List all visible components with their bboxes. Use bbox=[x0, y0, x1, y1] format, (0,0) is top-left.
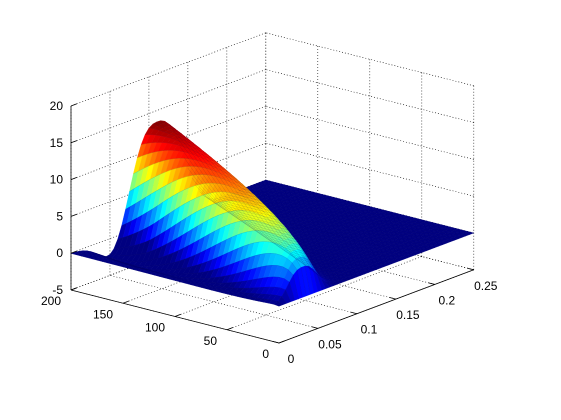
mesh-line bbox=[222, 195, 432, 250]
x-tick-label: 0.25 bbox=[474, 279, 498, 293]
mesh-line bbox=[183, 157, 393, 264]
y-tick-label: 150 bbox=[93, 307, 113, 321]
mesh-line bbox=[133, 158, 342, 284]
x-tick-label: 0 bbox=[288, 352, 295, 366]
z-tick-label: -5 bbox=[52, 283, 63, 297]
z-tick bbox=[70, 177, 77, 180]
mesh-line bbox=[187, 167, 396, 263]
surface-patch bbox=[273, 301, 284, 307]
mesh-line bbox=[137, 150, 346, 282]
mesh-line bbox=[234, 191, 443, 245]
x-tick bbox=[389, 297, 396, 300]
mesh-line bbox=[261, 181, 470, 235]
mesh-line bbox=[257, 182, 467, 237]
y-tick-label: 200 bbox=[41, 294, 61, 308]
mesh-line bbox=[145, 134, 354, 279]
z-tick-label: 20 bbox=[50, 99, 64, 113]
z-tick bbox=[70, 140, 77, 144]
mesh-line bbox=[226, 194, 435, 248]
mesh-line bbox=[265, 179, 474, 234]
x-tick bbox=[467, 267, 474, 271]
mesh-line bbox=[175, 136, 385, 267]
y-tick-label: 0 bbox=[262, 347, 269, 361]
y-tick-label: 100 bbox=[145, 321, 165, 335]
z-tick-label: 10 bbox=[50, 173, 64, 187]
mesh-line bbox=[121, 182, 330, 288]
z-tick bbox=[70, 103, 77, 107]
mesh-line bbox=[125, 174, 334, 286]
mesh-line bbox=[129, 166, 338, 285]
mesh-line bbox=[191, 177, 400, 262]
z-tick bbox=[70, 213, 77, 217]
mesh-line bbox=[195, 185, 404, 260]
x-tick bbox=[272, 341, 280, 344]
mesh-line bbox=[179, 146, 389, 266]
z-tick-label: 15 bbox=[50, 136, 64, 150]
x-tick bbox=[428, 282, 435, 285]
z-tick bbox=[70, 287, 77, 291]
mesh-line bbox=[164, 120, 373, 272]
mesh-line bbox=[199, 191, 408, 259]
mesh-line bbox=[102, 230, 311, 295]
mesh-line bbox=[86, 250, 295, 301]
mesh-line bbox=[156, 121, 365, 275]
y-tick bbox=[174, 313, 181, 317]
mesh-line bbox=[254, 184, 463, 238]
mesh-line bbox=[218, 196, 428, 251]
mesh-line bbox=[113, 200, 323, 291]
mesh-line bbox=[215, 197, 424, 253]
mesh-line bbox=[203, 195, 412, 257]
mesh-line bbox=[74, 251, 284, 305]
mesh-line bbox=[230, 192, 439, 247]
mesh-line bbox=[70, 253, 280, 307]
mesh-line bbox=[238, 190, 447, 244]
x-tick bbox=[311, 326, 319, 329]
mesh-line bbox=[211, 197, 420, 254]
mesh-line bbox=[250, 185, 459, 240]
mesh-line bbox=[117, 191, 326, 289]
z-tick-label: 5 bbox=[56, 209, 63, 223]
x-tick-label: 0.1 bbox=[361, 323, 378, 337]
x-tick-label: 0.2 bbox=[438, 293, 455, 307]
mesh-line bbox=[78, 250, 287, 304]
mesh-line bbox=[106, 219, 315, 294]
y-tick bbox=[278, 340, 285, 344]
mesh-line bbox=[207, 197, 416, 256]
y-tick-label: 50 bbox=[204, 334, 218, 348]
grid-line bbox=[265, 106, 474, 160]
z-tick bbox=[70, 250, 77, 254]
mesh-line bbox=[141, 142, 350, 281]
x-tick-label: 0.05 bbox=[318, 337, 342, 351]
mesh-line bbox=[98, 241, 307, 296]
x-tick-label: 0.15 bbox=[396, 308, 420, 322]
mesh-line bbox=[168, 123, 377, 270]
axis-ticks: 0 0.05 0.1 0.15 0.2 0.25 0 50 100 150 200-5 0 5 10 15 2… bbox=[41, 99, 498, 366]
mesh-line bbox=[109, 210, 319, 292]
mesh-line bbox=[82, 250, 291, 302]
x-axis-line bbox=[278, 269, 474, 344]
mesh-line bbox=[148, 127, 357, 278]
y-tick bbox=[226, 327, 233, 331]
surface-mesh bbox=[70, 120, 475, 307]
mesh-line bbox=[90, 251, 299, 299]
mesh-line bbox=[152, 123, 361, 276]
x-tick bbox=[350, 311, 358, 315]
mesh-line bbox=[246, 187, 455, 241]
z-tick-label: 0 bbox=[56, 246, 63, 260]
mesh-line bbox=[172, 129, 381, 269]
mesh-line bbox=[94, 252, 303, 298]
grid-line bbox=[70, 32, 266, 107]
y-tick bbox=[122, 300, 129, 304]
mesh-line bbox=[242, 188, 451, 243]
mesh-line bbox=[160, 120, 369, 273]
